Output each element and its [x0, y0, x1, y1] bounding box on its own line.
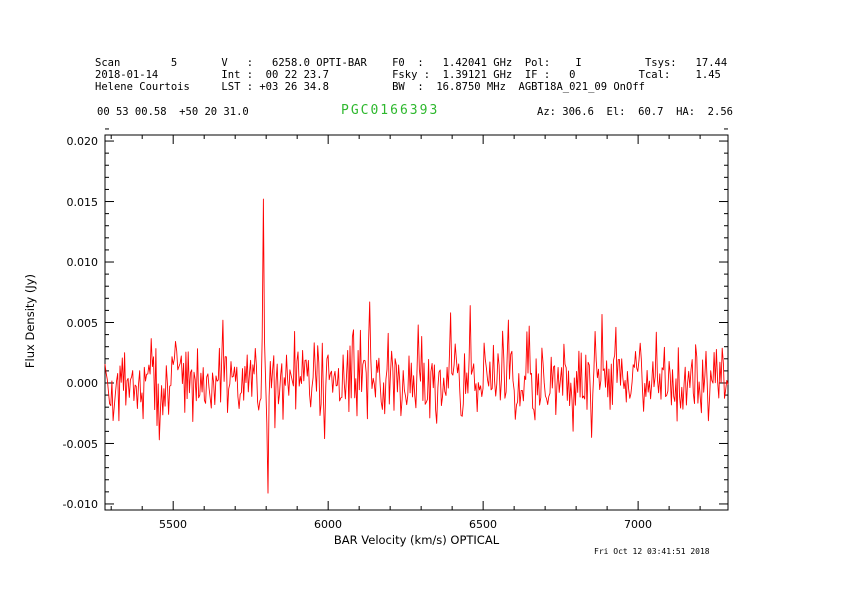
- source-name: PGC0166393: [341, 103, 440, 118]
- header-line-scan: Scan 5 V : 6258.0 OPTI-BAR F0 : 1.42041 …: [95, 57, 728, 69]
- x-axis-title: BAR Velocity (km/s) OPTICAL: [333, 533, 500, 547]
- y-tick-label: 0.000: [66, 377, 99, 390]
- y-tick-label: 0.015: [66, 196, 99, 209]
- x-tick-label: 7000: [624, 518, 652, 531]
- y-tick-label: 0.020: [66, 135, 99, 148]
- header-line-date: 2018-01-14 Int : 00 22 23.7 Fsky : 1.391…: [95, 69, 721, 81]
- header-line-observer: Helene Courtois LST : +03 26 34.8 BW : 1…: [95, 81, 645, 93]
- x-tick-label: 5500: [159, 518, 187, 531]
- y-tick-label: 0.010: [66, 256, 99, 269]
- plot-timestamp: Fri Oct 12 03:41:51 2018: [594, 547, 710, 556]
- y-tick-label: 0.005: [66, 317, 99, 330]
- x-tick-label: 6500: [469, 518, 497, 531]
- y-tick-label: -0.005: [62, 438, 98, 451]
- y-axis-title: Flux Density (Jy): [23, 273, 37, 369]
- azimuth-elevation-readout: Az: 306.6 El: 60.7 HA: 2.56: [537, 106, 733, 118]
- source-coordinates: 00 53 00.58 +50 20 31.0: [97, 106, 249, 118]
- x-tick-label: 6000: [314, 518, 342, 531]
- y-tick-label: -0.010: [62, 498, 98, 511]
